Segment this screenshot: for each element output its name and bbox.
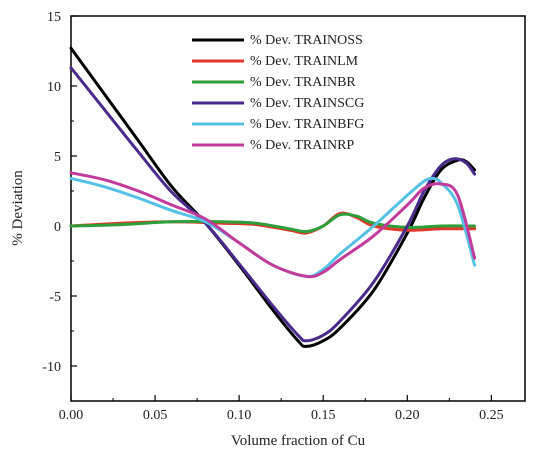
x-tick-label: 0.05 xyxy=(143,408,168,423)
x-tick-label: 0.10 xyxy=(227,408,252,423)
legend-label: % Dev. TRAINRP xyxy=(250,138,354,153)
series-line-5 xyxy=(69,171,477,279)
axis-ticks: 0.00 0.05 0.10 0.15 0.20 0.25 -10 -5 0 5 10 15 xyxy=(42,10,503,423)
series-line-2 xyxy=(69,212,477,234)
plot-frame xyxy=(70,15,526,402)
y-tick-label: 10 xyxy=(47,80,61,95)
legend-label: % Dev. TRAINLM xyxy=(250,54,359,69)
x-tick-label: 0.15 xyxy=(311,408,336,423)
y-tick-label: -5 xyxy=(49,290,61,305)
legend-label: % Dev. TRAINBFG xyxy=(250,117,364,132)
legend-label: % Dev. TRAINOSS xyxy=(250,33,363,48)
x-tick-label: 0.20 xyxy=(395,408,420,423)
series-lines xyxy=(69,46,477,348)
series-line-3 xyxy=(69,66,477,343)
x-tick-label: 0.00 xyxy=(59,408,84,423)
legend-label: % Dev. TRAINBR xyxy=(250,75,356,90)
x-tick-label: 0.25 xyxy=(479,408,504,423)
legend-label: % Dev. TRAINSCG xyxy=(250,96,364,111)
y-tick-label: 5 xyxy=(54,150,61,165)
legend: % Dev. TRAINOSS % Dev. TRAINLM % Dev. TRAI… xyxy=(192,33,364,153)
series-line-0 xyxy=(69,46,477,348)
x-axis-title: Volume fraction of Cu xyxy=(231,433,366,449)
y-axis-title: % Deviation xyxy=(10,170,26,246)
y-tick-label: 0 xyxy=(54,220,61,235)
y-tick-label: -10 xyxy=(42,360,61,375)
y-tick-label: 15 xyxy=(47,10,61,25)
series-line-4 xyxy=(69,176,477,278)
